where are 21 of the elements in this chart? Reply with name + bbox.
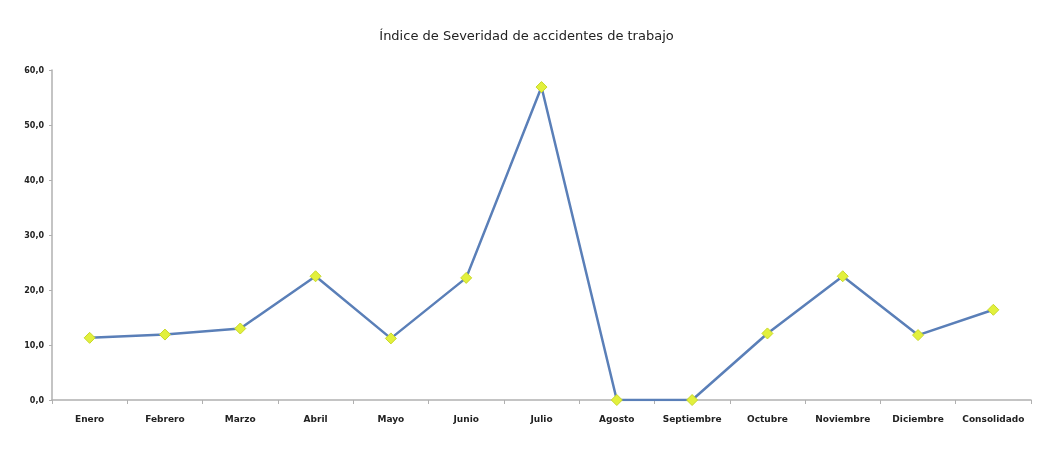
chart-title: Índice de Severidad de accidentes de trabajo <box>379 28 674 43</box>
x-tick-label: Noviembre <box>815 413 871 424</box>
x-tick-label: Marzo <box>224 413 256 424</box>
y-tick-label: 50,0 <box>24 120 45 130</box>
x-tick-label: Junio <box>452 413 479 424</box>
x-tick-label: Consolidado <box>962 413 1025 424</box>
x-tick-label: Diciembre <box>892 413 944 424</box>
x-tick-label: Mayo <box>377 413 405 424</box>
x-tick-label: Julio <box>529 413 553 424</box>
x-tick-label: Enero <box>75 413 105 424</box>
y-tick-label: 0,0 <box>29 395 45 405</box>
y-tick-label: 40,0 <box>24 175 45 185</box>
x-tick-label: Agosto <box>599 413 635 424</box>
x-tick-label: Octubre <box>747 413 788 424</box>
x-tick-label: Abril <box>303 413 328 424</box>
y-tick-label: 30,0 <box>24 230 45 240</box>
y-tick-label: 10,0 <box>24 340 45 350</box>
y-tick-label: 20,0 <box>24 285 45 295</box>
x-tick-label: Febrero <box>145 413 185 424</box>
x-tick-label: Septiembre <box>662 413 722 424</box>
y-tick-label: 60,0 <box>24 65 45 75</box>
